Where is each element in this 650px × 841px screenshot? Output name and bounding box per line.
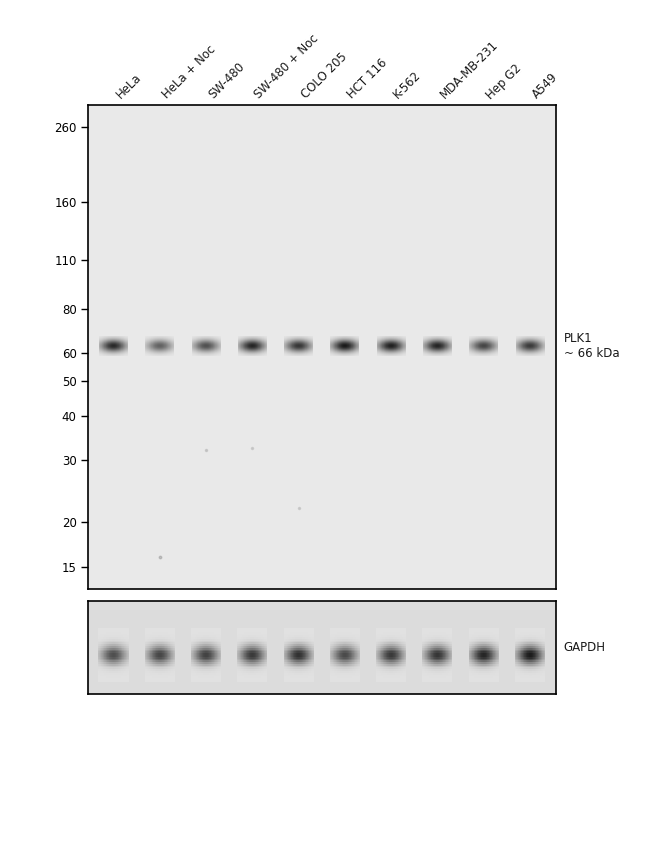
Text: SW-480 + Noc: SW-480 + Noc bbox=[252, 33, 322, 102]
Text: HeLa + Noc: HeLa + Noc bbox=[160, 43, 218, 102]
Text: PLK1
~ 66 kDa: PLK1 ~ 66 kDa bbox=[564, 331, 619, 360]
Text: GAPDH: GAPDH bbox=[564, 641, 606, 654]
Text: HCT 116: HCT 116 bbox=[345, 56, 390, 102]
Text: Hep G2: Hep G2 bbox=[484, 61, 524, 102]
Text: HeLa: HeLa bbox=[114, 71, 144, 102]
Text: A549: A549 bbox=[530, 71, 561, 102]
Text: MDA-MB-231: MDA-MB-231 bbox=[437, 39, 500, 102]
Text: K-562: K-562 bbox=[391, 69, 424, 102]
Text: SW-480: SW-480 bbox=[206, 61, 247, 102]
Text: COLO 205: COLO 205 bbox=[298, 50, 350, 102]
